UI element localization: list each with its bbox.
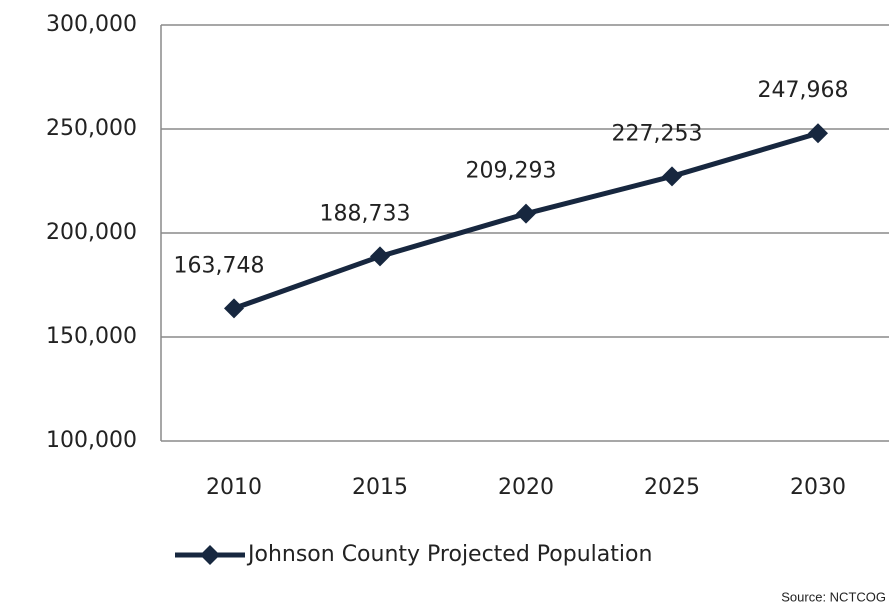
data-point <box>516 203 536 224</box>
y-tick-label: 100,000 <box>46 428 137 453</box>
y-tick-label: 300,000 <box>46 12 137 37</box>
data-label: 247,968 <box>758 78 849 103</box>
y-tick-label: 250,000 <box>46 116 137 141</box>
data-label: 163,748 <box>174 253 265 278</box>
data-label: 188,733 <box>320 201 411 226</box>
data-label: 209,293 <box>466 159 557 184</box>
x-tick-label: 2030 <box>790 475 846 500</box>
data-point <box>808 123 828 144</box>
data-point <box>224 298 244 319</box>
data-label: 227,253 <box>612 121 703 146</box>
x-tick-label: 2020 <box>498 475 554 500</box>
y-tick-label: 200,000 <box>46 220 137 245</box>
source-note: Source: NCTCOG <box>781 589 886 604</box>
y-tick-label: 150,000 <box>46 324 137 349</box>
legend-marker <box>200 545 220 565</box>
x-tick-label: 2025 <box>644 475 700 500</box>
x-tick-label: 2010 <box>206 475 262 500</box>
data-point <box>662 166 682 187</box>
data-point <box>370 246 390 267</box>
legend-label: Johnson County Projected Population <box>246 542 652 567</box>
x-tick-label: 2015 <box>352 475 408 500</box>
